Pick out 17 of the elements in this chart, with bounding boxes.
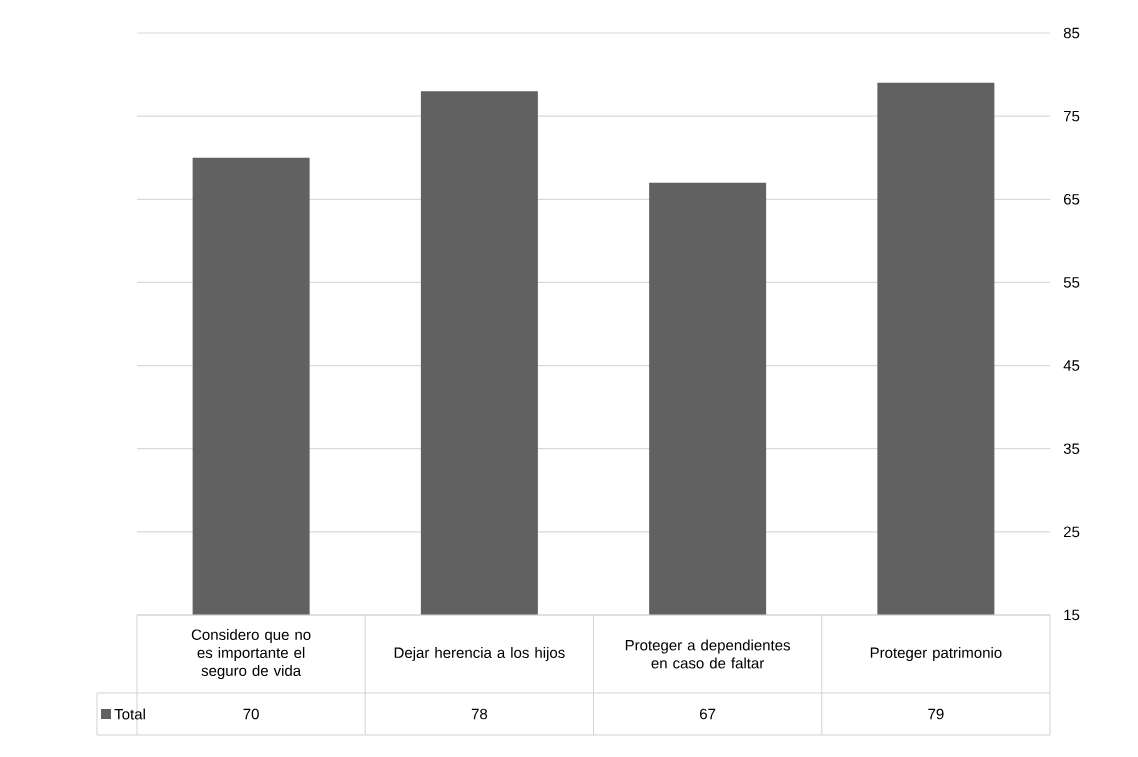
legend-label: Total — [114, 708, 145, 720]
x-tick-label: Considero que no es importante el seguro de vida — [191, 628, 311, 679]
y-tick-label: 85 — [1063, 27, 1080, 39]
y-tick-label: 75 — [1063, 110, 1080, 122]
x-tick-label: Dejar herencia a los hijos — [394, 646, 565, 661]
y-tick-label: 45 — [1063, 360, 1080, 371]
y-tick-label: 65 — [1063, 193, 1080, 205]
x-tick-label: Proteger patrimonio — [870, 646, 1002, 661]
data-label: 78 — [471, 708, 488, 720]
data-label: 70 — [243, 708, 259, 720]
y-tick-label: 35 — [1063, 443, 1080, 454]
y-tick-label: 15 — [1064, 609, 1080, 621]
y-tick-label: 55 — [1063, 277, 1080, 288]
x-tick-label: Proteger a dependientes en caso de faltar — [625, 639, 790, 669]
data-label: 67 — [700, 708, 716, 720]
y-tick-label: 25 — [1063, 526, 1080, 538]
data-label: 79 — [928, 708, 944, 720]
